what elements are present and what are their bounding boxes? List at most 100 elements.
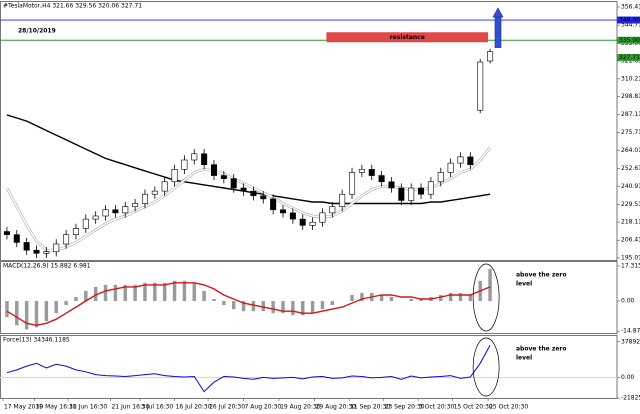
histogram-bar	[74, 296, 78, 302]
candle-body	[230, 178, 237, 189]
histogram-bar	[153, 282, 157, 302]
histogram-bar	[123, 284, 127, 302]
date-annotation: 28/10/2019	[18, 28, 56, 35]
annotation: above the zero	[516, 346, 566, 353]
candle-body	[289, 212, 296, 220]
x-tick-label: 21 Jun 16:30	[111, 404, 149, 411]
candle-body	[161, 181, 168, 192]
candle-body	[132, 203, 139, 207]
candle-body	[23, 242, 30, 251]
y-tick-label: 287.11	[621, 111, 640, 118]
candle-body	[33, 249, 40, 254]
candle-body	[349, 172, 356, 195]
y-tick-label: 344.71	[621, 22, 640, 29]
histogram-bar	[222, 301, 226, 306]
x-tick-label: 30 May 16:30	[36, 404, 77, 411]
indicator-line	[6, 344, 491, 393]
candle-body	[378, 175, 385, 183]
panel-title: #TeslaMotor,H4 321.66 329.56 320.06 327.…	[3, 3, 142, 10]
candle-body	[398, 187, 405, 201]
candle-body	[82, 218, 89, 229]
histogram-bar	[133, 284, 137, 302]
arrow-shaft	[494, 15, 502, 48]
x-tick-label: 3 Oct 20:30	[419, 404, 454, 411]
annotation: level	[516, 355, 532, 362]
histogram-bar	[202, 290, 206, 302]
histogram-bar	[409, 299, 413, 302]
indicator-line	[6, 282, 491, 327]
histogram-bar	[103, 284, 108, 302]
histogram-bar	[34, 301, 39, 328]
candle-body	[487, 51, 494, 62]
y-tick-label: 37892.17	[621, 338, 640, 345]
highlight-ellipse	[472, 263, 500, 332]
histogram-bar	[231, 301, 236, 310]
candle-body	[309, 221, 316, 226]
candle-body	[171, 169, 178, 183]
y-tick-label: 298.81	[621, 93, 640, 100]
candle-body	[3, 231, 10, 235]
x-tick-label: 17 May 2019	[4, 404, 43, 411]
y-tick-label: 0.00	[621, 298, 635, 305]
candle-body	[270, 198, 277, 211]
histogram-bar	[84, 290, 88, 302]
histogram-bar	[162, 282, 167, 302]
histogram-bar	[251, 301, 256, 312]
current-price-box	[617, 54, 640, 62]
panel-title: MACD(12,26,9) 15.882 6.981	[3, 263, 91, 270]
y-tick-label: 218.11	[621, 219, 640, 226]
histogram-bar	[93, 286, 98, 302]
candle-body	[339, 193, 346, 207]
arrow-head	[492, 7, 504, 18]
histogram-bar	[448, 292, 453, 302]
candle-body	[112, 209, 119, 214]
histogram-bar	[64, 301, 68, 306]
histogram-bar	[320, 301, 325, 310]
candle-body	[477, 61, 484, 111]
annotation: level	[516, 281, 532, 288]
x-tick-label: 29 Aug 20:30	[316, 404, 357, 411]
candle-body	[201, 153, 208, 165]
candle-body	[250, 190, 257, 197]
x-tick-label: 11 Jun 16:30	[69, 404, 107, 411]
candle-body	[279, 209, 287, 214]
candle-body	[210, 164, 218, 176]
histogram-bar	[172, 280, 177, 302]
x-tick-label: 11 Sep 20:30	[350, 404, 390, 411]
candle-body	[181, 159, 188, 170]
candle-body	[220, 175, 227, 179]
histogram-bar	[360, 292, 364, 302]
candle-body	[418, 187, 425, 195]
y-tick-label: 310.21	[621, 75, 640, 82]
histogram-bar	[291, 301, 295, 316]
candle-body	[191, 153, 198, 161]
x-tick-label: 16 Jul 20:30	[176, 404, 212, 411]
histogram-bar	[271, 301, 275, 314]
histogram-bar	[113, 284, 118, 302]
y-tick-label: 252.61	[621, 165, 640, 172]
candle-body	[260, 195, 267, 200]
histogram-bar	[330, 301, 335, 306]
candle-body	[467, 156, 474, 165]
candle-body	[43, 251, 50, 254]
candle-body	[299, 218, 306, 226]
annotation: above the zero	[516, 272, 566, 279]
x-tick-label: 7 Aug 20:30	[245, 404, 282, 411]
histogram-bar	[468, 294, 473, 302]
candle-body	[408, 187, 415, 201]
candle-body	[63, 234, 70, 245]
candle-body	[329, 206, 336, 214]
level-price-label: 335.00	[619, 37, 640, 44]
candle-body	[53, 243, 60, 253]
y-tick-label: 240.91	[621, 183, 640, 190]
histogram-bar	[192, 282, 196, 302]
histogram-bar	[212, 299, 216, 302]
histogram-bar	[350, 294, 354, 302]
histogram-bar	[15, 301, 19, 326]
candle-body	[319, 212, 326, 223]
candle-body	[358, 169, 365, 173]
candle-body	[368, 169, 375, 176]
histogram-bar	[419, 299, 423, 302]
